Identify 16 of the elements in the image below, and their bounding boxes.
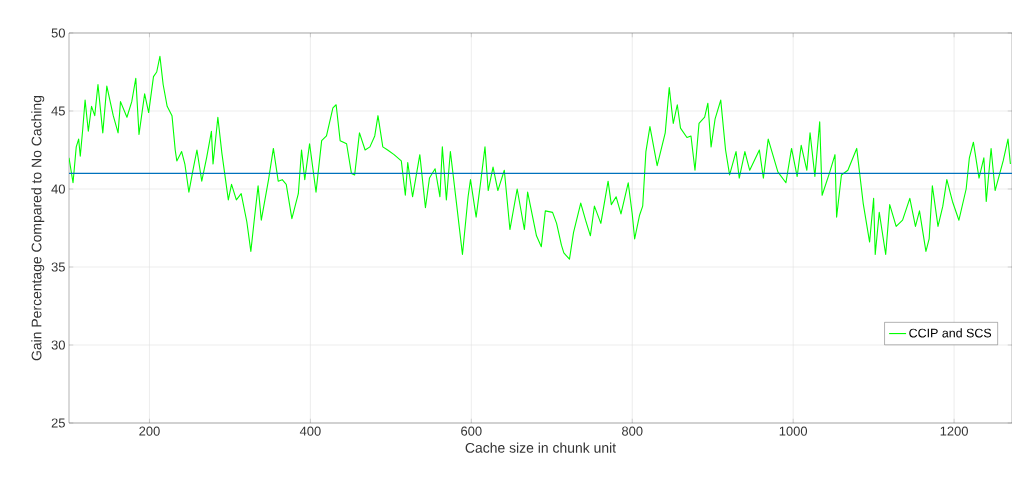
x-tick-label: 400 [299, 426, 321, 436]
line-series [69, 55, 1011, 260]
y-tick-label: 50 [51, 28, 65, 38]
x-tick-label: 1000 [779, 426, 808, 436]
y-tick-label: 25 [51, 418, 65, 428]
legend-label: CCIP and SCS [909, 328, 992, 338]
x-axis-title: Cache size in chunk unit [465, 442, 616, 453]
y-tick-label: 45 [51, 106, 65, 116]
y-tick-label: 40 [51, 184, 65, 194]
y-tick-label: 35 [51, 262, 65, 272]
x-tick-label: 200 [139, 426, 160, 436]
y-tick-label: 30 [51, 340, 65, 350]
x-tick-label: 800 [621, 426, 643, 436]
y-axis-title: Gain Percentage Compared to No Caching [31, 95, 45, 361]
x-tick-label: 600 [461, 426, 482, 436]
x-tick-label: 1200 [940, 426, 968, 436]
